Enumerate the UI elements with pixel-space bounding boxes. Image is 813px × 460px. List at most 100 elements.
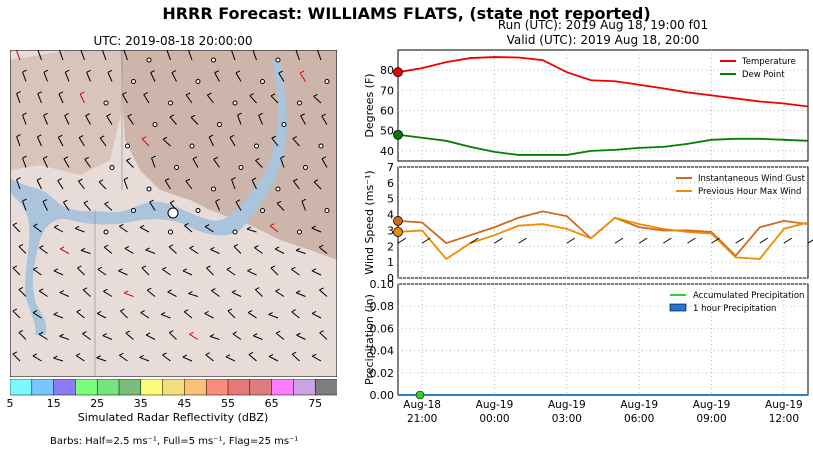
calm-marker xyxy=(168,100,173,106)
wind-barb xyxy=(296,334,306,340)
wind-barb-tick xyxy=(211,288,216,292)
wind-barb-tick xyxy=(274,246,280,250)
wind-barb xyxy=(37,93,42,104)
wind-barb xyxy=(12,267,21,276)
wind-barb xyxy=(232,333,242,340)
wind-barb xyxy=(319,289,328,297)
wind-barb xyxy=(235,72,242,82)
wind-barb-tick xyxy=(321,113,326,117)
calm-marker xyxy=(195,79,201,84)
wind-barb-tick xyxy=(33,266,38,270)
wind-barbs xyxy=(12,50,330,362)
wind-barb-tick xyxy=(22,155,27,159)
wind-barb xyxy=(271,137,279,147)
colorbar-tick-label: 35 xyxy=(133,397,148,410)
run-info: Run (UTC): 2019 Aug 18, 19:00 f01 Valid … xyxy=(398,18,808,48)
wind-barb-tick xyxy=(182,354,188,358)
wind-barb xyxy=(313,181,322,190)
wind-barb xyxy=(103,246,113,254)
wind-barb xyxy=(255,160,263,168)
wind-barb-tick xyxy=(83,200,89,204)
wind-barb-tick xyxy=(99,135,105,139)
colorbar-label: Simulated Radar Reflectivity (dBZ) xyxy=(77,411,269,424)
wind-barb-tick xyxy=(225,354,231,358)
wind-barb xyxy=(169,116,177,125)
wind-barb xyxy=(106,115,113,125)
wind-barb xyxy=(208,136,214,147)
wind-barb xyxy=(38,290,48,297)
wind-barb xyxy=(226,268,236,276)
calm-marker xyxy=(260,79,265,84)
current-value-marker xyxy=(393,227,403,237)
wind-barb-tick xyxy=(204,224,210,228)
wind-barb-tick xyxy=(143,92,148,95)
wind-barb-tick xyxy=(104,201,109,205)
wind-barb-tick xyxy=(119,352,124,356)
wind-barb xyxy=(663,237,672,244)
wind-barb-tick xyxy=(319,330,324,334)
wind-barb xyxy=(711,237,720,244)
wind-barb-tick xyxy=(227,308,233,312)
wind-barb xyxy=(38,333,48,340)
wind-barb-tick xyxy=(98,179,104,183)
wind-barb-tick xyxy=(164,178,170,181)
wind-barb-tick xyxy=(122,91,127,95)
wind-barb-tick xyxy=(37,134,42,138)
map-title: UTC: 2019-08-18 20:00:00 xyxy=(93,34,253,48)
wind-barb xyxy=(54,226,64,233)
wind-barb-tick xyxy=(32,353,38,357)
wind-barb xyxy=(120,310,128,319)
x-tick-label: Aug-19 xyxy=(476,399,514,411)
calm-marker xyxy=(131,79,136,84)
y-tick-label: 0 xyxy=(387,272,394,285)
wind-barb-tick xyxy=(208,134,214,138)
wind-barb xyxy=(36,179,42,190)
wind-barb xyxy=(209,335,220,340)
wind-barb xyxy=(18,246,27,254)
wind-barb xyxy=(319,332,328,340)
wind-barb xyxy=(12,224,21,233)
calm-marker xyxy=(254,143,259,149)
current-value-marker xyxy=(393,216,403,226)
wind-barb-tick xyxy=(275,288,280,292)
wind-barb-tick xyxy=(188,291,193,295)
wind-barb xyxy=(151,157,156,168)
wind-barb-tick xyxy=(58,91,64,95)
wind-barb-tick xyxy=(75,353,81,357)
wind-barb-tick xyxy=(22,198,27,202)
calm-marker xyxy=(125,143,130,149)
wind-barb-tick xyxy=(162,266,167,270)
calm-marker xyxy=(318,143,324,149)
x-tick-label: Aug-19 xyxy=(765,399,803,411)
wind-barb xyxy=(211,290,220,297)
wind-barb xyxy=(185,94,193,104)
wind-barb xyxy=(84,159,91,168)
wind-barb xyxy=(145,334,156,340)
wind-barb xyxy=(168,246,177,254)
wind-barb xyxy=(168,332,177,340)
current-value-marker xyxy=(393,67,403,78)
y-tick-label: 5 xyxy=(387,193,394,206)
wind-barb xyxy=(213,159,220,168)
wind-barb-tick xyxy=(300,113,305,117)
wind-barb-tick xyxy=(229,134,235,138)
wind-barb-tick xyxy=(235,199,241,203)
wind-barb-tick xyxy=(12,265,18,269)
wind-barb xyxy=(99,137,107,147)
y-tick-label: 40 xyxy=(380,145,394,158)
wind-barb xyxy=(183,311,193,319)
wind-barb xyxy=(43,71,48,82)
y-tick-label: 0.00 xyxy=(370,389,395,402)
wind-barb xyxy=(301,200,306,211)
wind-barb-tick xyxy=(80,247,86,251)
wind-barb xyxy=(253,335,263,340)
wind-barb xyxy=(76,311,85,319)
wind-barb-tick xyxy=(77,265,82,269)
wind-barb xyxy=(18,289,27,297)
wind-barb xyxy=(291,353,300,362)
wind-barb xyxy=(270,267,279,276)
wind-barb-tick xyxy=(43,112,48,116)
y-tick-label: 0.02 xyxy=(370,367,395,380)
wind-barb xyxy=(189,333,199,340)
